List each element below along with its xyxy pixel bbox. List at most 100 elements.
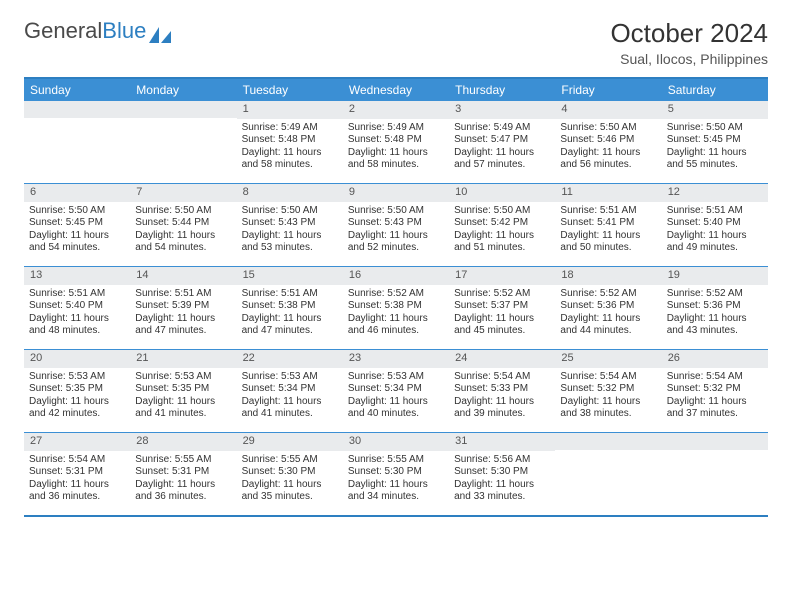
week-row: 20Sunrise: 5:53 AMSunset: 5:35 PMDayligh…: [24, 350, 768, 433]
day-cell: 28Sunrise: 5:55 AMSunset: 5:31 PMDayligh…: [130, 433, 236, 515]
sunset-line: Sunset: 5:36 PM: [667, 300, 763, 313]
weekday-sat: Saturday: [662, 79, 768, 101]
sunset-line: Sunset: 5:31 PM: [135, 466, 231, 479]
day-body: Sunrise: 5:50 AMSunset: 5:42 PMDaylight:…: [449, 202, 555, 260]
daylight-line-2: and 41 minutes.: [242, 408, 338, 421]
sunset-line: Sunset: 5:31 PM: [29, 466, 125, 479]
sunrise-line: Sunrise: 5:55 AM: [135, 454, 231, 467]
daylight-line-1: Daylight: 11 hours: [454, 147, 550, 160]
sunset-line: Sunset: 5:41 PM: [560, 217, 656, 230]
day-body: Sunrise: 5:52 AMSunset: 5:38 PMDaylight:…: [343, 285, 449, 343]
daylight-line-1: Daylight: 11 hours: [242, 396, 338, 409]
day-cell: 10Sunrise: 5:50 AMSunset: 5:42 PMDayligh…: [449, 184, 555, 266]
location: Sual, Ilocos, Philippines: [610, 51, 768, 67]
sunrise-line: Sunrise: 5:50 AM: [348, 205, 444, 218]
sunset-line: Sunset: 5:35 PM: [135, 383, 231, 396]
day-cell: 7Sunrise: 5:50 AMSunset: 5:44 PMDaylight…: [130, 184, 236, 266]
day-number: 25: [555, 350, 661, 368]
sunrise-line: Sunrise: 5:51 AM: [560, 205, 656, 218]
day-cell: 4Sunrise: 5:50 AMSunset: 5:46 PMDaylight…: [555, 101, 661, 183]
daylight-line-2: and 34 minutes.: [348, 491, 444, 504]
sunrise-line: Sunrise: 5:50 AM: [135, 205, 231, 218]
day-cell: 8Sunrise: 5:50 AMSunset: 5:43 PMDaylight…: [237, 184, 343, 266]
week-row: 13Sunrise: 5:51 AMSunset: 5:40 PMDayligh…: [24, 267, 768, 350]
day-number: 9: [343, 184, 449, 202]
day-body: Sunrise: 5:54 AMSunset: 5:32 PMDaylight:…: [555, 368, 661, 426]
daylight-line-2: and 40 minutes.: [348, 408, 444, 421]
daylight-line-1: Daylight: 11 hours: [560, 230, 656, 243]
weekday-fri: Friday: [555, 79, 661, 101]
day-number: 30: [343, 433, 449, 451]
daylight-line-1: Daylight: 11 hours: [242, 230, 338, 243]
day-number: 11: [555, 184, 661, 202]
sunrise-line: Sunrise: 5:49 AM: [242, 122, 338, 135]
daylight-line-1: Daylight: 11 hours: [135, 313, 231, 326]
day-body: Sunrise: 5:49 AMSunset: 5:47 PMDaylight:…: [449, 119, 555, 177]
day-body: Sunrise: 5:50 AMSunset: 5:45 PMDaylight:…: [24, 202, 130, 260]
day-number: 2: [343, 101, 449, 119]
sunset-line: Sunset: 5:34 PM: [242, 383, 338, 396]
daylight-line-1: Daylight: 11 hours: [135, 230, 231, 243]
daylight-line-2: and 56 minutes.: [560, 159, 656, 172]
sunset-line: Sunset: 5:36 PM: [560, 300, 656, 313]
day-body: [24, 118, 130, 178]
daylight-line-1: Daylight: 11 hours: [667, 230, 763, 243]
weekday-header: Sunday Monday Tuesday Wednesday Thursday…: [24, 79, 768, 101]
daylight-line-2: and 35 minutes.: [242, 491, 338, 504]
daylight-line-2: and 47 minutes.: [242, 325, 338, 338]
daylight-line-2: and 55 minutes.: [667, 159, 763, 172]
daylight-line-1: Daylight: 11 hours: [135, 396, 231, 409]
daylight-line-1: Daylight: 11 hours: [454, 230, 550, 243]
logo-sail-icon: [149, 23, 173, 39]
day-number: 12: [662, 184, 768, 202]
day-body: Sunrise: 5:55 AMSunset: 5:30 PMDaylight:…: [237, 451, 343, 509]
day-number: 24: [449, 350, 555, 368]
day-number: [130, 101, 236, 118]
daylight-line-1: Daylight: 11 hours: [454, 396, 550, 409]
weeks-container: 1Sunrise: 5:49 AMSunset: 5:48 PMDaylight…: [24, 101, 768, 517]
daylight-line-2: and 49 minutes.: [667, 242, 763, 255]
daylight-line-1: Daylight: 11 hours: [560, 396, 656, 409]
day-number: 8: [237, 184, 343, 202]
sunrise-line: Sunrise: 5:54 AM: [667, 371, 763, 384]
day-cell: [24, 101, 130, 183]
sunset-line: Sunset: 5:39 PM: [135, 300, 231, 313]
day-number: 15: [237, 267, 343, 285]
day-number: 13: [24, 267, 130, 285]
day-body: [130, 118, 236, 178]
title-block: October 2024 Sual, Ilocos, Philippines: [610, 18, 768, 67]
day-body: Sunrise: 5:52 AMSunset: 5:36 PMDaylight:…: [555, 285, 661, 343]
sunrise-line: Sunrise: 5:49 AM: [348, 122, 444, 135]
calendar: Sunday Monday Tuesday Wednesday Thursday…: [24, 77, 768, 517]
day-cell: 14Sunrise: 5:51 AMSunset: 5:39 PMDayligh…: [130, 267, 236, 349]
sunset-line: Sunset: 5:33 PM: [454, 383, 550, 396]
day-cell: 18Sunrise: 5:52 AMSunset: 5:36 PMDayligh…: [555, 267, 661, 349]
day-cell: 5Sunrise: 5:50 AMSunset: 5:45 PMDaylight…: [662, 101, 768, 183]
daylight-line-1: Daylight: 11 hours: [667, 147, 763, 160]
daylight-line-2: and 41 minutes.: [135, 408, 231, 421]
daylight-line-2: and 58 minutes.: [348, 159, 444, 172]
weekday-sun: Sunday: [24, 79, 130, 101]
weekday-tue: Tuesday: [237, 79, 343, 101]
day-number: 26: [662, 350, 768, 368]
daylight-line-1: Daylight: 11 hours: [667, 313, 763, 326]
sunrise-line: Sunrise: 5:56 AM: [454, 454, 550, 467]
day-number: 4: [555, 101, 661, 119]
day-body: Sunrise: 5:52 AMSunset: 5:37 PMDaylight:…: [449, 285, 555, 343]
day-number: 3: [449, 101, 555, 119]
sunset-line: Sunset: 5:32 PM: [667, 383, 763, 396]
day-number: 5: [662, 101, 768, 119]
sunrise-line: Sunrise: 5:52 AM: [348, 288, 444, 301]
day-cell: 17Sunrise: 5:52 AMSunset: 5:37 PMDayligh…: [449, 267, 555, 349]
sunrise-line: Sunrise: 5:53 AM: [348, 371, 444, 384]
sunset-line: Sunset: 5:48 PM: [348, 134, 444, 147]
day-body: Sunrise: 5:51 AMSunset: 5:41 PMDaylight:…: [555, 202, 661, 260]
day-cell: 13Sunrise: 5:51 AMSunset: 5:40 PMDayligh…: [24, 267, 130, 349]
daylight-line-2: and 37 minutes.: [667, 408, 763, 421]
day-cell: [130, 101, 236, 183]
day-body: Sunrise: 5:52 AMSunset: 5:36 PMDaylight:…: [662, 285, 768, 343]
sunset-line: Sunset: 5:38 PM: [348, 300, 444, 313]
day-cell: 27Sunrise: 5:54 AMSunset: 5:31 PMDayligh…: [24, 433, 130, 515]
sunset-line: Sunset: 5:44 PM: [135, 217, 231, 230]
weekday-mon: Monday: [130, 79, 236, 101]
